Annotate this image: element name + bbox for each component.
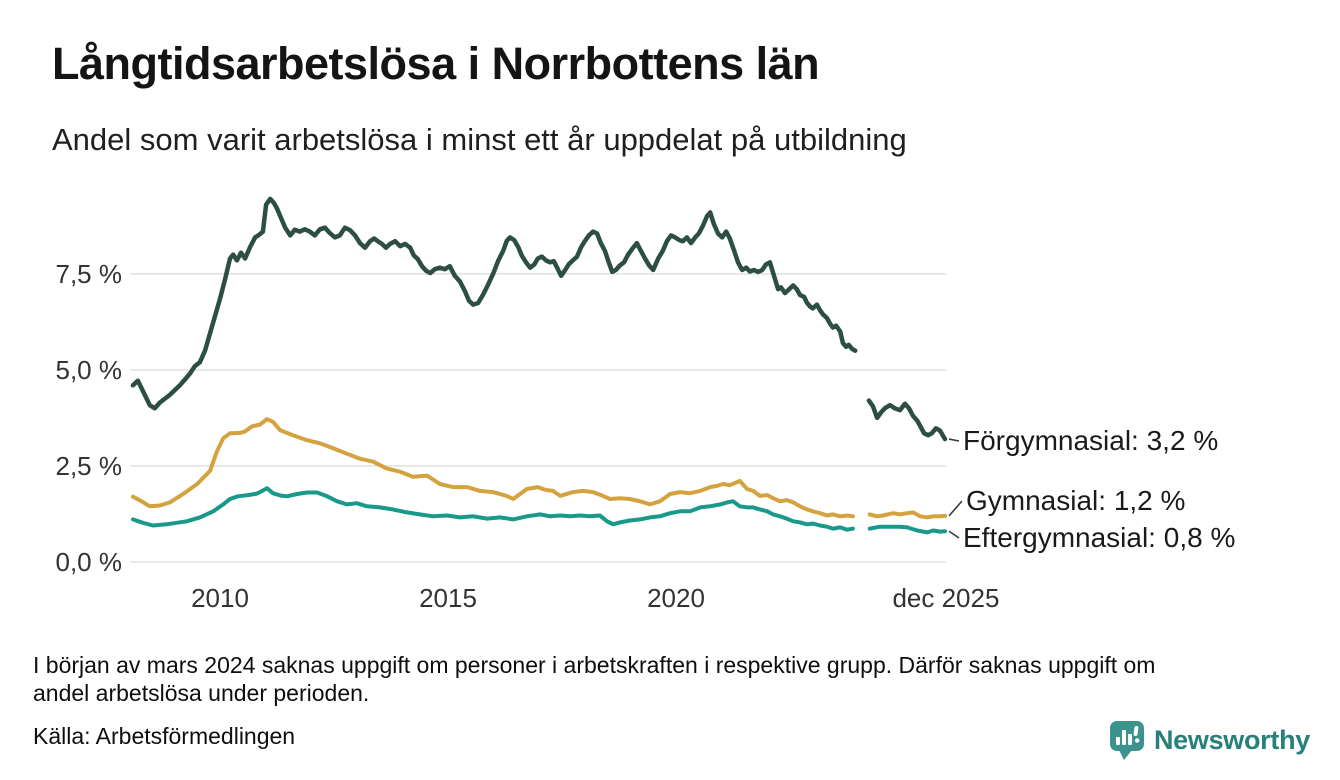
series-line-förgymnasial xyxy=(866,398,948,442)
x-tick-label: 2010 xyxy=(191,583,249,613)
footnote-line-2: andel arbetslösa under perioden. xyxy=(33,680,370,706)
y-tick-label: 2,5 % xyxy=(56,451,123,481)
label-connector xyxy=(948,500,963,517)
series-end-label-gymnasial: Gymnasial: 1,2 % xyxy=(966,485,1186,516)
x-tick-label: dec 2025 xyxy=(892,583,999,613)
source-label: Källa: Arbetsförmedlingen xyxy=(33,723,296,749)
series-end-label-eftergymnasial: Eftergymnasial: 0,8 % xyxy=(963,522,1236,553)
y-tick-label: 7,5 % xyxy=(56,259,123,289)
label-connector xyxy=(948,438,960,442)
brand-lockup: Newsworthy xyxy=(1109,720,1310,760)
series-end-label-forgymnasial: Förgymnasial: 3,2 % xyxy=(963,425,1219,456)
footnote-line-1: I början av mars 2024 saknas uppgift om … xyxy=(33,652,1156,678)
label-connector xyxy=(948,530,960,539)
footnote: I början av mars 2024 saknas uppgift om … xyxy=(33,651,1155,707)
page-title: Långtidsarbetslösa i Norrbottens län xyxy=(52,38,820,89)
y-tick-label: 5,0 % xyxy=(56,355,123,385)
series-line-gymnasial xyxy=(867,510,947,520)
series-line-förgymnasial xyxy=(130,196,858,411)
series-line-eftergymnasial xyxy=(867,524,947,535)
y-tick-label: 0,0 % xyxy=(56,547,123,577)
x-tick-label: 2020 xyxy=(647,583,705,613)
page-subtitle: Andel som varit arbetslösa i minst ett å… xyxy=(52,122,907,157)
x-tick-label: 2015 xyxy=(419,583,477,613)
series-line-gymnasial xyxy=(130,417,855,519)
brand-wordmark: Newsworthy xyxy=(1153,724,1310,755)
series-line-eftergymnasial xyxy=(130,486,855,532)
newsworthy-bubble-barchart-icon xyxy=(1109,721,1144,760)
